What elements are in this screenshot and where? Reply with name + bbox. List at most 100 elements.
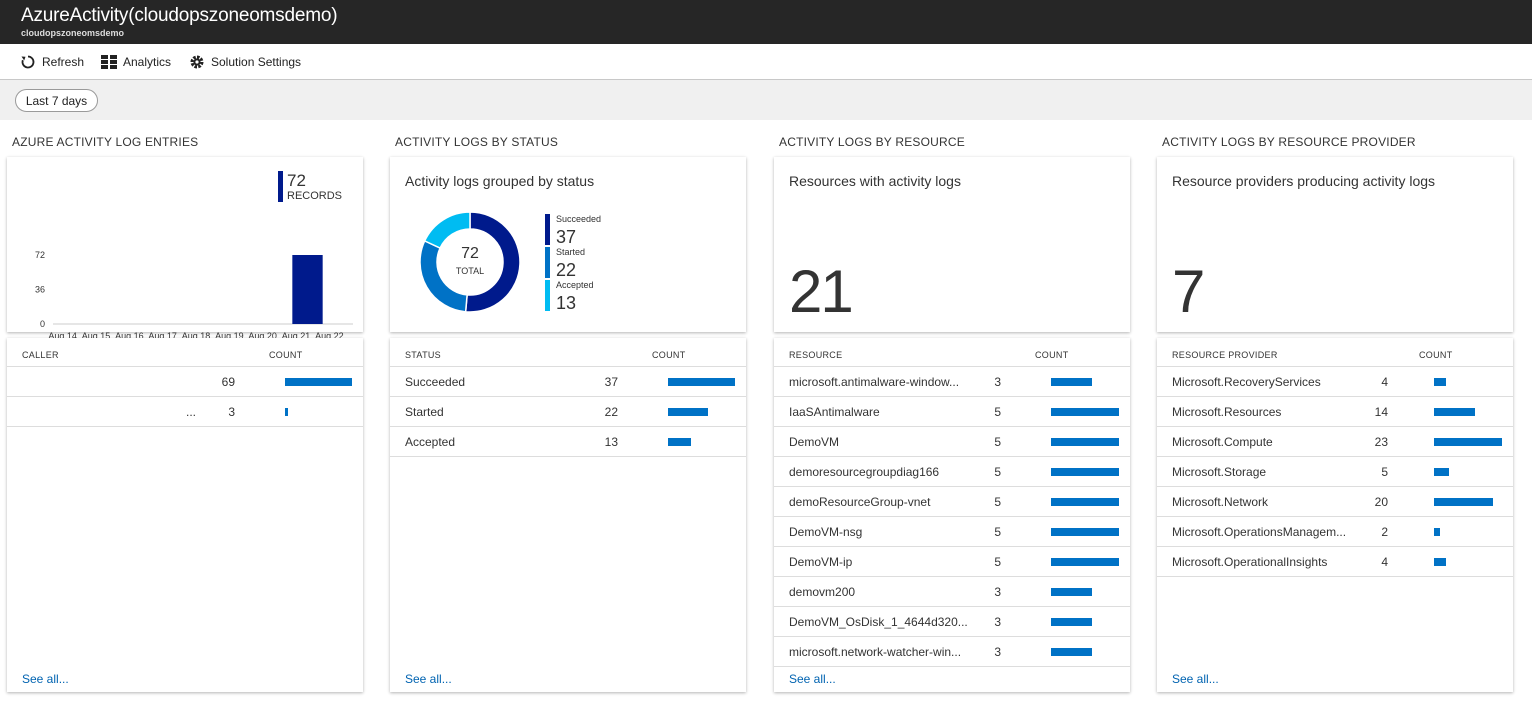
activity-provider-summary-tile[interactable]: Resource providers producing activity lo…	[1157, 157, 1513, 332]
list-row[interactable]: IaaSAntimalware 5	[774, 397, 1130, 427]
records-label: RECORDS	[287, 190, 343, 202]
column-header-count: COUNT	[652, 350, 686, 360]
donut-slice-succeeded[interactable]	[464, 212, 520, 312]
list-row[interactable]: 69	[7, 367, 363, 397]
list-row[interactable]: microsoft.network-watcher-win... 3	[774, 637, 1130, 667]
list-row[interactable]: DemoVM 5	[774, 427, 1130, 457]
row-name: Started	[405, 405, 444, 419]
column-header-count: COUNT	[269, 350, 303, 360]
analytics-label: Analytics	[123, 55, 172, 69]
analytics-icon	[101, 55, 117, 69]
x-tick-label: Aug 19	[215, 331, 244, 341]
row-name: Succeeded	[405, 375, 466, 389]
activity-provider-column: ACTIVITY LOGS BY RESOURCE PROVIDER Resou…	[1157, 120, 1513, 705]
resource-count: 21	[789, 258, 854, 325]
see-all-link[interactable]: See all...	[405, 672, 452, 686]
row-count-bar	[1434, 408, 1475, 416]
row-name: demoresourcegroupdiag166	[789, 465, 940, 479]
see-all-link[interactable]: See all...	[1172, 672, 1219, 686]
row-name: IaaSAntimalware	[789, 405, 880, 419]
list-row[interactable]: Succeeded 37	[390, 367, 746, 397]
column-header-resource-provider: RESOURCE PROVIDER	[1172, 350, 1278, 360]
list-row[interactable]: ... 3	[7, 397, 363, 427]
row-name: DemoVM	[789, 435, 840, 449]
list-row[interactable]: demoresourcegroupdiag166 5	[774, 457, 1130, 487]
row-count: 3	[228, 405, 235, 419]
x-tick-label: Aug 18	[182, 331, 211, 341]
tile-subtitle: Resources with activity logs	[789, 173, 961, 189]
list-row[interactable]: Microsoft.RecoveryServices 4	[1157, 367, 1513, 397]
legend-swatch-started	[545, 247, 550, 278]
row-name: Microsoft.Network	[1172, 495, 1269, 509]
row-name: Microsoft.Resources	[1172, 405, 1282, 419]
row-name: Microsoft.OperationsManagem...	[1172, 525, 1347, 539]
row-name: Microsoft.Storage	[1172, 465, 1267, 479]
y-tick-label: 72	[35, 250, 45, 260]
refresh-label: Refresh	[42, 55, 85, 69]
row-count: 5	[994, 435, 1001, 449]
see-all-link[interactable]: See all...	[22, 672, 69, 686]
activity-status-donut-tile[interactable]: Activity logs grouped by status 72 TOTAL…	[390, 157, 746, 332]
activity-log-entries-chart-tile[interactable]: 72 RECORDS 0 36 72 Aug 14 Aug 15 Aug 16 Aug 17…	[7, 157, 363, 341]
list-row[interactable]: Microsoft.Resources 14	[1157, 397, 1513, 427]
legend-swatch-accepted	[545, 280, 550, 311]
activity-resource-summary-tile[interactable]: Resources with activity logs 21	[774, 157, 1130, 332]
y-tick-label: 0	[40, 319, 45, 329]
refresh-button[interactable]: Refresh	[20, 44, 84, 80]
column-header-status: STATUS	[405, 350, 441, 360]
row-count-bar	[1051, 588, 1092, 596]
column-header-resource: RESOURCE	[789, 350, 843, 360]
list-row[interactable]: Microsoft.OperationsManagem... 2	[1157, 517, 1513, 547]
legend-value-succeeded: 37	[556, 227, 577, 247]
row-name: demovm200	[789, 585, 856, 599]
list-row[interactable]: Microsoft.Storage 5	[1157, 457, 1513, 487]
list-row[interactable]: demoResourceGroup-vnet 5	[774, 487, 1130, 517]
tile-subtitle: Resource providers producing activity lo…	[1172, 173, 1436, 189]
row-count: 22	[604, 405, 618, 419]
x-tick-label: Aug 20	[248, 331, 277, 341]
row-count-bar	[1051, 558, 1119, 566]
refresh-icon	[21, 55, 35, 69]
row-count: 3	[994, 585, 1001, 599]
time-range-button[interactable]: Last 7 days	[15, 89, 98, 112]
row-count-bar	[1434, 378, 1446, 386]
donut-slice-accepted[interactable]	[423, 212, 471, 250]
list-row[interactable]: Microsoft.OperationalInsights 4	[1157, 547, 1513, 577]
row-count: 37	[604, 375, 618, 389]
legend-label-succeeded: Succeeded	[556, 214, 602, 224]
list-row[interactable]: Microsoft.Compute 23	[1157, 427, 1513, 457]
records-value: 72	[287, 171, 306, 190]
row-count: 3	[994, 375, 1001, 389]
solution-settings-button[interactable]: Solution Settings	[189, 44, 301, 80]
column-header-count: COUNT	[1419, 350, 1453, 360]
activity-log-entries-column: AZURE ACTIVITY LOG ENTRIES 72 RECORDS 0 3…	[7, 120, 363, 705]
solution-settings-label: Solution Settings	[211, 55, 302, 69]
list-row[interactable]: DemoVM_OsDisk_1_4644d320... 3	[774, 607, 1130, 637]
row-count: 5	[994, 525, 1001, 539]
list-row[interactable]: DemoVM-ip 5	[774, 547, 1130, 577]
row-count-bar	[1434, 468, 1449, 476]
toolbar: Refresh Analytics Solution Settings	[0, 44, 1532, 80]
x-tick-label: Aug 17	[148, 331, 177, 341]
row-count: 4	[1381, 375, 1388, 389]
list-row[interactable]: demovm200 3	[774, 577, 1130, 607]
row-name: DemoVM-nsg	[789, 525, 863, 539]
row-count: 5	[994, 555, 1001, 569]
list-header: RESOURCE PROVIDER COUNT	[1157, 338, 1513, 367]
list-row[interactable]: Accepted 13	[390, 427, 746, 457]
list-row[interactable]: Started 22	[390, 397, 746, 427]
row-name: DemoVM_OsDisk_1_4644d320...	[789, 615, 968, 629]
see-all-link[interactable]: See all...	[789, 672, 836, 686]
row-name: Accepted	[405, 435, 456, 449]
legend-value-started: 22	[556, 260, 577, 280]
section-title: ACTIVITY LOGS BY RESOURCE	[779, 135, 965, 149]
records-legend-bar	[278, 171, 283, 202]
list-row[interactable]: Microsoft.Network 20	[1157, 487, 1513, 517]
row-count-bar	[1051, 528, 1119, 536]
analytics-button[interactable]: Analytics	[101, 44, 171, 80]
list-row[interactable]: microsoft.antimalware-window... 3	[774, 367, 1130, 397]
list-row[interactable]: DemoVM-nsg 5	[774, 517, 1130, 547]
bar-aug-21[interactable]	[292, 255, 323, 324]
list-header: CALLER COUNT	[7, 338, 363, 367]
activity-resource-column: ACTIVITY LOGS BY RESOURCE Resources with…	[774, 120, 1130, 705]
